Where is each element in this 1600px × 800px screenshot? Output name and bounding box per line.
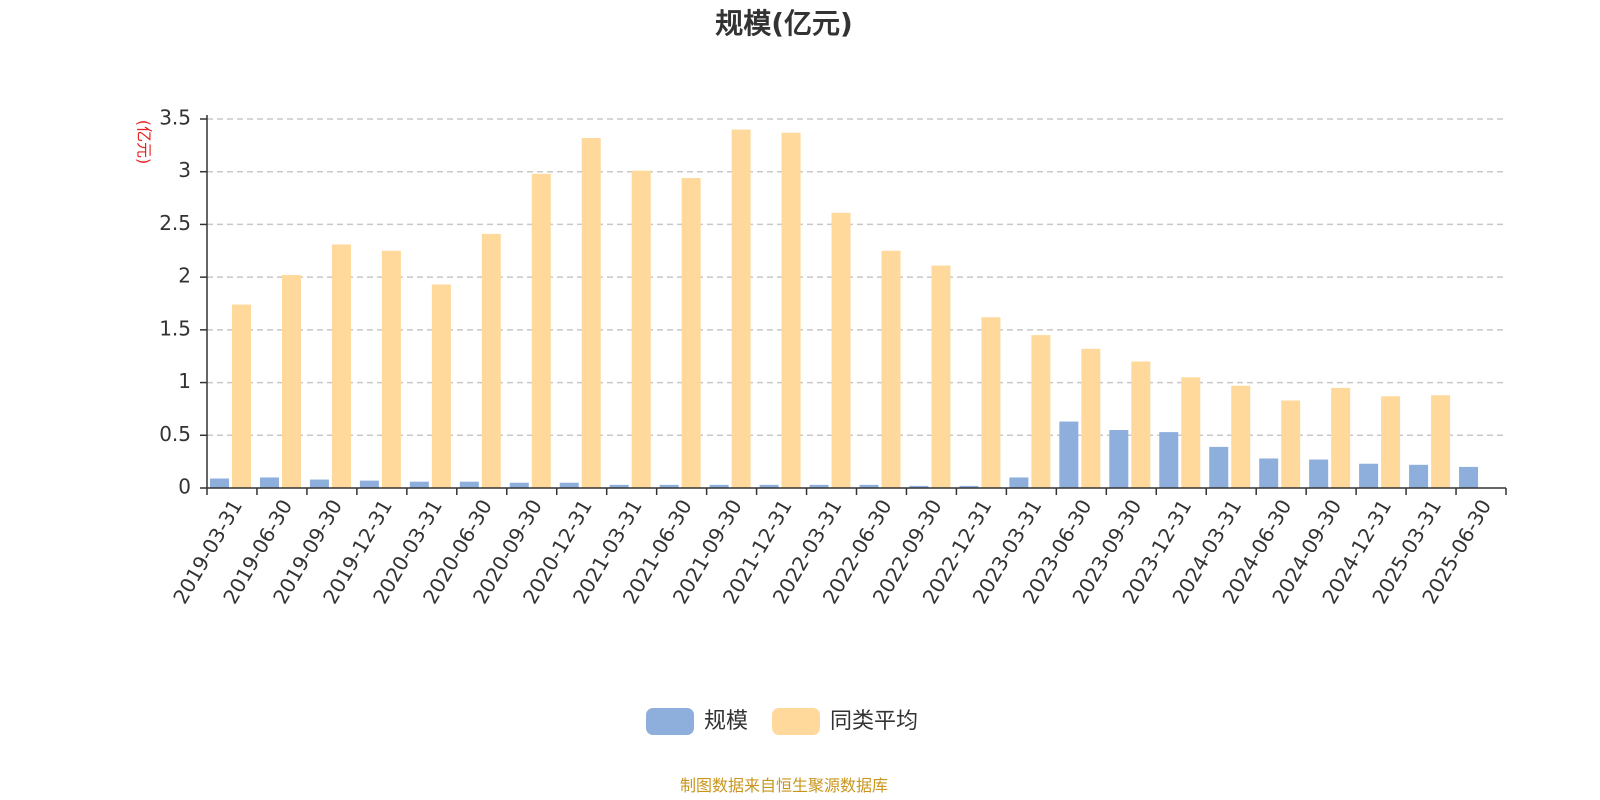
bar-同类平均-2019-03-31 [232, 304, 251, 488]
bar-同类平均-2019-09-30 [331, 244, 351, 488]
y-tick-label: 0.5 [159, 422, 191, 446]
y-tick-label: 2 [178, 264, 191, 288]
bar-同类平均-2020-09-30 [531, 173, 551, 488]
bar-同类平均-2022-12-31 [981, 317, 1001, 488]
bar-同类平均-2025-03-31 [1431, 395, 1451, 488]
axes [206, 115, 1506, 489]
bar-规模-2021-12-31 [759, 484, 779, 488]
y-axis-unit-label: (亿元) [135, 120, 154, 165]
bar-同类平均-2023-09-30 [1131, 361, 1151, 488]
bar-规模-2024-09-30 [1309, 459, 1329, 488]
grid-lines [207, 118, 1506, 437]
y-tick-label: 0 [178, 475, 191, 499]
bar-同类平均-2023-12-31 [1181, 377, 1201, 488]
bar-同类平均-2019-12-31 [381, 250, 401, 488]
bar-规模-2021-06-30 [659, 484, 679, 488]
bar-规模-2025-06-30 [1459, 466, 1479, 488]
chart-title: 规模(亿元) [715, 7, 853, 40]
bar-规模-2019-12-31 [359, 480, 379, 488]
x-axis-ticks: 2019-03-312019-06-302019-09-302019-12-31… [168, 488, 1507, 608]
bar-规模-2021-09-30 [709, 484, 729, 488]
bar-同类平均-2024-06-30 [1281, 400, 1301, 488]
bar-同类平均-2023-06-30 [1081, 348, 1101, 488]
bar-同类平均-2021-09-30 [731, 129, 751, 489]
bar-规模-2024-12-31 [1359, 463, 1379, 488]
bar-规模-2024-06-30 [1259, 458, 1279, 488]
bar-规模-2020-12-31 [559, 482, 579, 488]
bar-同类平均-2020-03-31 [431, 284, 451, 488]
bar-规模-2019-03-31 [210, 478, 229, 488]
y-tick-label: 1 [178, 369, 191, 393]
legend-swatch-规模 [646, 708, 694, 735]
bar-规模-2021-03-31 [609, 484, 629, 488]
source-note: 制图数据来自恒生聚源数据库 [680, 776, 888, 795]
y-tick-label: 2.5 [159, 211, 191, 235]
y-tick-label: 3.5 [159, 106, 191, 130]
legend: 规模 同类平均 [646, 708, 918, 735]
bar-同类平均-2022-09-30 [931, 265, 951, 488]
bars [210, 129, 1479, 489]
bar-同类平均-2023-03-31 [1031, 335, 1051, 488]
bar-规模-2024-03-31 [1209, 446, 1229, 488]
bar-同类平均-2021-12-31 [781, 132, 801, 488]
bar-同类平均-2021-06-30 [681, 178, 701, 489]
bar-规模-2023-03-31 [1009, 477, 1029, 488]
bar-同类平均-2020-06-30 [481, 233, 501, 488]
bar-同类平均-2022-03-31 [831, 212, 851, 488]
bar-同类平均-2022-06-30 [881, 250, 901, 488]
bar-规模-2020-06-30 [459, 481, 479, 488]
bar-规模-2023-06-30 [1059, 421, 1079, 488]
y-tick-label: 3 [178, 158, 191, 182]
bar-规模-2019-06-30 [259, 477, 279, 488]
bar-规模-2023-12-31 [1159, 432, 1179, 488]
legend-label-规模: 规模 [704, 709, 748, 734]
bar-规模-2019-09-30 [309, 479, 329, 488]
bar-规模-2020-03-31 [409, 481, 429, 488]
bar-同类平均-2021-03-31 [631, 170, 651, 488]
bar-规模-2020-09-30 [509, 482, 529, 488]
bar-同类平均-2024-03-31 [1231, 385, 1251, 488]
bar-同类平均-2024-09-30 [1331, 387, 1351, 488]
bar-规模-2022-06-30 [859, 484, 879, 488]
bar-规模-2022-03-31 [809, 484, 829, 488]
bar-规模-2023-09-30 [1109, 430, 1129, 488]
legend-label-同类平均: 同类平均 [830, 709, 918, 734]
bar-同类平均-2020-12-31 [581, 137, 601, 488]
y-axis-ticks: 0 0.5 1 1.5 2 2.5 3 3.5 [159, 106, 207, 499]
bar-同类平均-2019-06-30 [281, 275, 301, 488]
bar-规模-2025-03-31 [1409, 464, 1429, 488]
bar-规模-2022-12-31 [959, 485, 979, 488]
bar-同类平均-2024-12-31 [1381, 396, 1401, 488]
bar-规模-2022-09-30 [909, 485, 929, 488]
y-tick-label: 1.5 [159, 316, 191, 340]
legend-swatch-同类平均 [772, 708, 820, 735]
